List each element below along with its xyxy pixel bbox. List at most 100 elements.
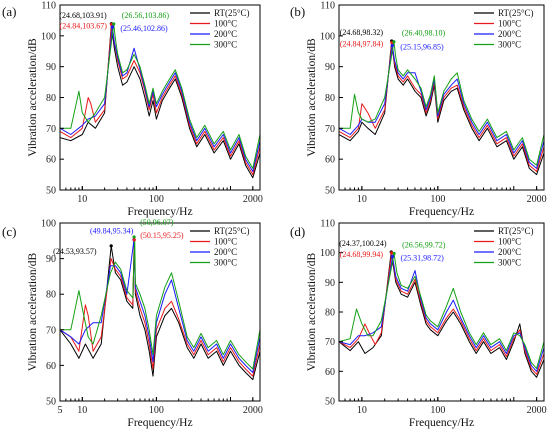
y-tick-label: 70 [46, 325, 56, 336]
y-tick-label: 80 [46, 93, 56, 104]
peak-annotation: (24.68,103.91) [59, 11, 107, 20]
series-line [339, 45, 544, 169]
peak-annotation: (26.56,103.86) [122, 11, 170, 20]
y-tick-label: 90 [46, 62, 56, 73]
y-tick-label: 80 [325, 308, 335, 319]
peak-annotation: (24.37,100.24) [339, 239, 387, 248]
series-line [339, 41, 544, 166]
x-tick-label: 5 [58, 405, 63, 416]
y-tick-label: 50 [46, 397, 56, 408]
x-tick-label: 100 [149, 194, 164, 205]
series-line [60, 239, 260, 377]
peak-marker [109, 244, 113, 248]
x-tick-label: 2000 [527, 405, 547, 416]
legend-label: RT(25°C) [214, 226, 250, 236]
legend-label: RT(25°C) [498, 8, 534, 18]
peak-annotation: (24.68,99.94) [340, 250, 384, 259]
series-group [339, 251, 544, 378]
panel-label: (b) [290, 4, 305, 19]
series-group [339, 40, 544, 176]
y-axis-label: Vibration acceleration/dB [27, 38, 39, 157]
y-tick-label: 70 [325, 337, 335, 348]
y-tick-label: 70 [325, 124, 335, 135]
peak-annotation: (25.15,96.85) [400, 43, 444, 52]
y-tick-label: 90 [325, 278, 335, 289]
series-line [60, 23, 260, 179]
peak-marker [390, 254, 395, 259]
series-line [339, 251, 544, 378]
series-line [60, 26, 260, 172]
series-line [339, 253, 544, 369]
legend-label: RT(25°C) [214, 8, 250, 18]
legend-label: 300°C [498, 40, 521, 50]
series-line [60, 24, 260, 176]
peak-annotation: (24.68,98.32) [340, 28, 384, 37]
legend-label: 300°C [498, 258, 521, 268]
x-tick-label: 10 [77, 405, 87, 416]
series-line [339, 252, 544, 375]
x-axis-label: Frequency/Hz [127, 417, 192, 429]
y-tick-label: 110 [320, 219, 335, 230]
y-tick-label: 90 [46, 254, 56, 265]
y-tick-label: 90 [325, 62, 335, 73]
x-axis-label: Frequency/Hz [409, 206, 474, 218]
y-tick-label: 100 [41, 219, 56, 230]
legend-label: 200°C [214, 247, 237, 257]
legend-label: 100°C [214, 237, 237, 247]
y-tick-label: 60 [325, 367, 335, 378]
peak-annotation: (26.56,99.72) [402, 240, 446, 249]
x-tick-label: 10 [357, 405, 367, 416]
x-tick-label: 10 [357, 194, 367, 205]
legend-label: 100°C [498, 19, 521, 29]
y-tick-label: 60 [325, 155, 335, 166]
peak-marker [390, 43, 394, 48]
series-line [339, 42, 544, 172]
series-line [339, 40, 544, 176]
chart-panel-2: (c) 50 60 70 80 90 100 5 10 100 2000 Frequency/Hz Vi… [2, 218, 263, 429]
peak-marker [132, 238, 136, 242]
y-tick-label: 80 [325, 93, 335, 104]
x-tick-label: 100 [430, 405, 445, 416]
x-tick-label: 100 [430, 194, 445, 205]
y-tick-label: 100 [41, 31, 56, 42]
y-tick-label: 60 [46, 361, 56, 372]
peak-annotation: (49.84,95.34) [90, 227, 134, 236]
x-tick-label: 2000 [243, 405, 263, 416]
series-group [60, 23, 260, 179]
peak-annotation: (25.31,98.72) [400, 253, 444, 262]
legend-label: 100°C [214, 19, 237, 29]
y-tick-label: 60 [46, 155, 56, 166]
chart-panel-0: (a) 50 60 70 80 90 100 110 10 100 2000 Frequency/Hz… [2, 1, 263, 219]
peak-marker [132, 235, 136, 239]
peak-annotation: (25.46,102.86) [120, 24, 168, 33]
x-axis-label: Frequency/Hz [409, 417, 474, 429]
legend-label: 200°C [214, 29, 237, 39]
peak-annotation: (24.84,103.67) [60, 22, 108, 31]
legend-label: 100°C [498, 237, 521, 247]
peak-marker [390, 251, 394, 255]
panel-label: (a) [2, 4, 16, 19]
legend-label: RT(25°C) [498, 226, 534, 236]
y-axis-label: Vibration acceleration/dB [27, 252, 39, 371]
peak-marker [392, 40, 396, 44]
x-tick-label: 2000 [243, 194, 263, 205]
legend-label: 200°C [498, 29, 521, 39]
series-line [339, 256, 544, 372]
y-tick-label: 50 [325, 186, 335, 197]
legend-label: 200°C [498, 247, 521, 257]
y-tick-label: 50 [325, 397, 335, 408]
y-axis-label: Vibration acceleration/dB [306, 38, 318, 157]
y-tick-label: 100 [320, 31, 335, 42]
plot-frame [59, 222, 261, 402]
y-tick-label: 70 [46, 124, 56, 135]
y-tick-label: 100 [320, 248, 335, 259]
peak-annotation: (26.40,98.10) [402, 29, 446, 38]
y-tick-label: 110 [41, 1, 56, 12]
x-tick-label: 10 [77, 194, 87, 205]
series-line [60, 239, 260, 373]
x-tick-label: 2000 [527, 194, 547, 205]
legend-label: 300°C [214, 258, 237, 268]
y-tick-label: 80 [46, 290, 56, 301]
chart-panel-1: (b) 50 60 70 80 90 100 110 10 100 2000 Frequency/Hz… [290, 1, 547, 219]
